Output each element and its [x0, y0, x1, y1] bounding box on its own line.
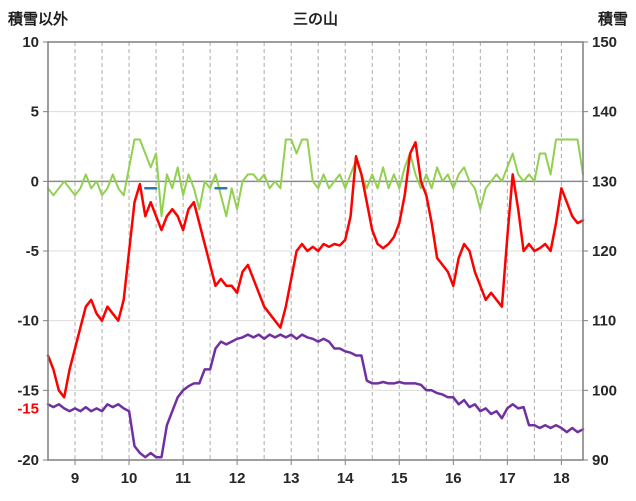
x-tick-label: 12: [229, 470, 246, 487]
chart-title: 三の山: [292, 11, 338, 28]
y-left-tick-label: -15: [17, 382, 39, 399]
x-tick-label: 13: [283, 470, 300, 487]
y-left-tick-label: -20: [17, 452, 39, 469]
y-left-tick-label: -10: [17, 313, 39, 330]
right-axis-title: 積雪: [597, 11, 628, 28]
y-left-tick-label: 5: [31, 104, 39, 121]
x-tick-label: 15: [391, 470, 408, 487]
x-tick-label: 11: [175, 470, 191, 487]
y-right-tick-label: 150: [592, 34, 617, 51]
x-tick-label: 16: [445, 470, 462, 487]
y-right-tick-label: 90: [592, 452, 609, 469]
y-left-tick-label: 10: [22, 34, 39, 51]
y-left-tick-label: -5: [26, 243, 39, 260]
y-right-tick-label: 110: [592, 313, 616, 330]
x-tick-label: 17: [499, 470, 516, 487]
y-left-tick-label: 0: [31, 173, 39, 190]
series-green-near-zero: [47, 138, 584, 218]
y-right-tick-label: 100: [592, 382, 617, 399]
y-right-tick-label: 130: [592, 173, 617, 190]
y-right-tick-label: 120: [592, 243, 617, 260]
x-tick-label: 18: [553, 470, 570, 487]
x-tick-label: 14: [337, 470, 354, 487]
red-value-annotation: -15: [17, 400, 39, 417]
x-tick-label: 10: [121, 470, 138, 487]
series-red-temperature: [46, 141, 585, 399]
y-right-tick-label: 140: [592, 104, 617, 121]
series-purple-snow-depth: [46, 333, 585, 459]
left-axis-title: 積雪以外: [8, 11, 69, 28]
x-tick-label: 9: [71, 470, 79, 487]
